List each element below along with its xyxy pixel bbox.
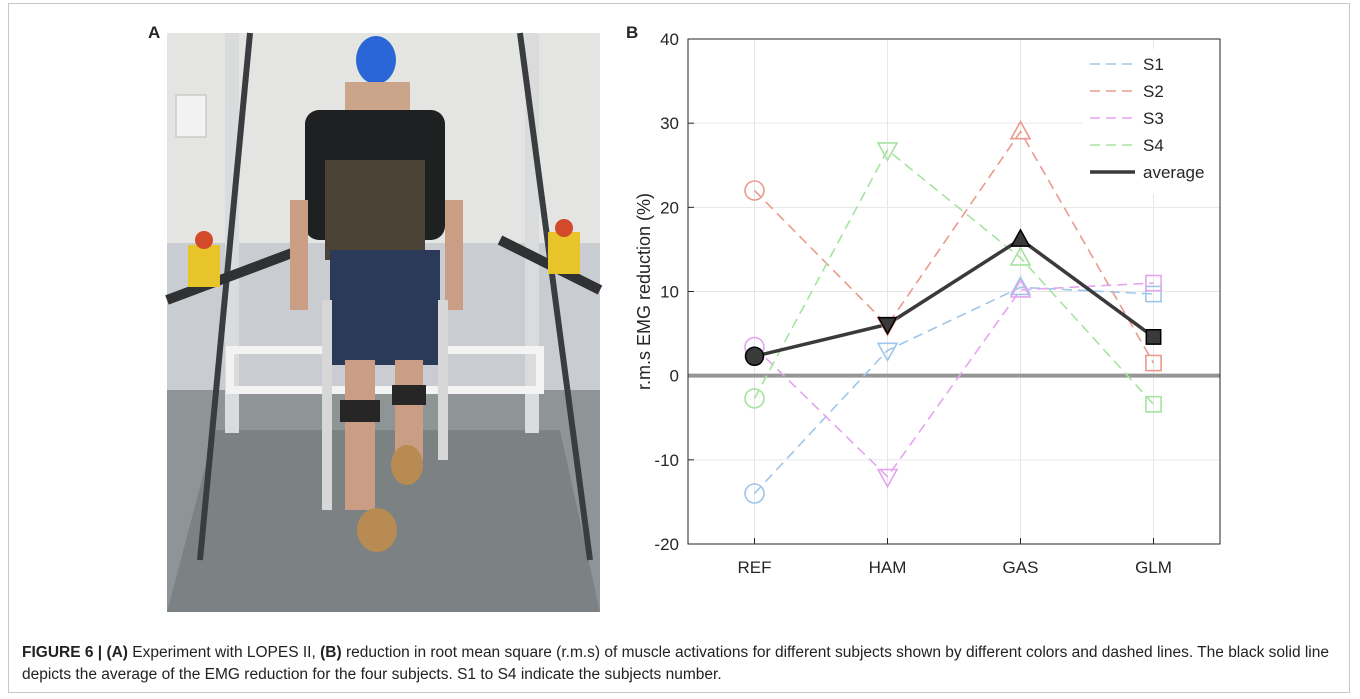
y-axis-label: r.m.s EMG reduction (%) (634, 193, 654, 390)
y-tick-label: 0 (670, 367, 679, 386)
marker (876, 142, 899, 162)
marker (1009, 275, 1032, 296)
chart: -20 -10 0 10 20 30 40 REF HAM GAS GLM r.m.s EMG red… (634, 30, 1221, 577)
series-line (754, 237, 1155, 359)
series-line (753, 286, 1154, 495)
marker (744, 388, 765, 409)
caption-label: FIGURE 6 | (22, 644, 103, 661)
caption: FIGURE 6 | (A) Experiment with LOPES II,… (22, 642, 1340, 686)
x-tick-label: HAM (869, 558, 907, 577)
x-tick-label: GAS (1003, 558, 1039, 577)
caption-label: (B) (320, 644, 342, 661)
series-line (753, 130, 1155, 364)
marker (744, 180, 765, 201)
marker (1145, 274, 1162, 292)
y-tick-label: -20 (654, 535, 679, 554)
x-tick-label: GLM (1135, 558, 1172, 577)
y-tick-label: 20 (660, 198, 679, 217)
y-tick-label: 40 (660, 30, 679, 49)
marker (876, 342, 899, 363)
axes-box (687, 38, 1221, 545)
y-tick-label: -10 (654, 451, 679, 470)
panel-label: A (148, 23, 160, 42)
marker (1145, 354, 1162, 372)
y-tick-label: 10 (660, 283, 679, 302)
legend-label: S2 (1143, 82, 1164, 101)
photo (165, 32, 603, 612)
legend-label: S1 (1143, 55, 1164, 74)
marker (744, 346, 765, 367)
marker (876, 468, 899, 489)
legend-label: average (1143, 163, 1204, 182)
marker (1145, 395, 1162, 413)
legend-label: S3 (1143, 109, 1164, 128)
marker (744, 483, 765, 504)
series-line (753, 148, 1155, 405)
y-tick-label: 30 (660, 114, 679, 133)
marker (1009, 278, 1032, 298)
marker (877, 316, 898, 336)
caption-text: reduction in root mean square (r.m.s) of… (22, 644, 1329, 683)
x-tick-label: REF (738, 558, 772, 577)
marker (1009, 246, 1032, 266)
marker (1145, 329, 1162, 345)
marker (1145, 285, 1162, 303)
marker (1009, 119, 1032, 140)
figure: A B -20 -10 0 10 20 30 40 REF HAM GAS GLM r.m.s EMG… (148, 23, 1221, 612)
legend-box (1082, 49, 1218, 194)
marker (1010, 228, 1031, 247)
caption-label: (A) (106, 644, 128, 661)
legend-label: S4 (1143, 136, 1164, 155)
figure-frame (8, 3, 1350, 693)
panel-label: B (626, 23, 638, 42)
caption-text: Experiment with LOPES II, (132, 644, 316, 661)
